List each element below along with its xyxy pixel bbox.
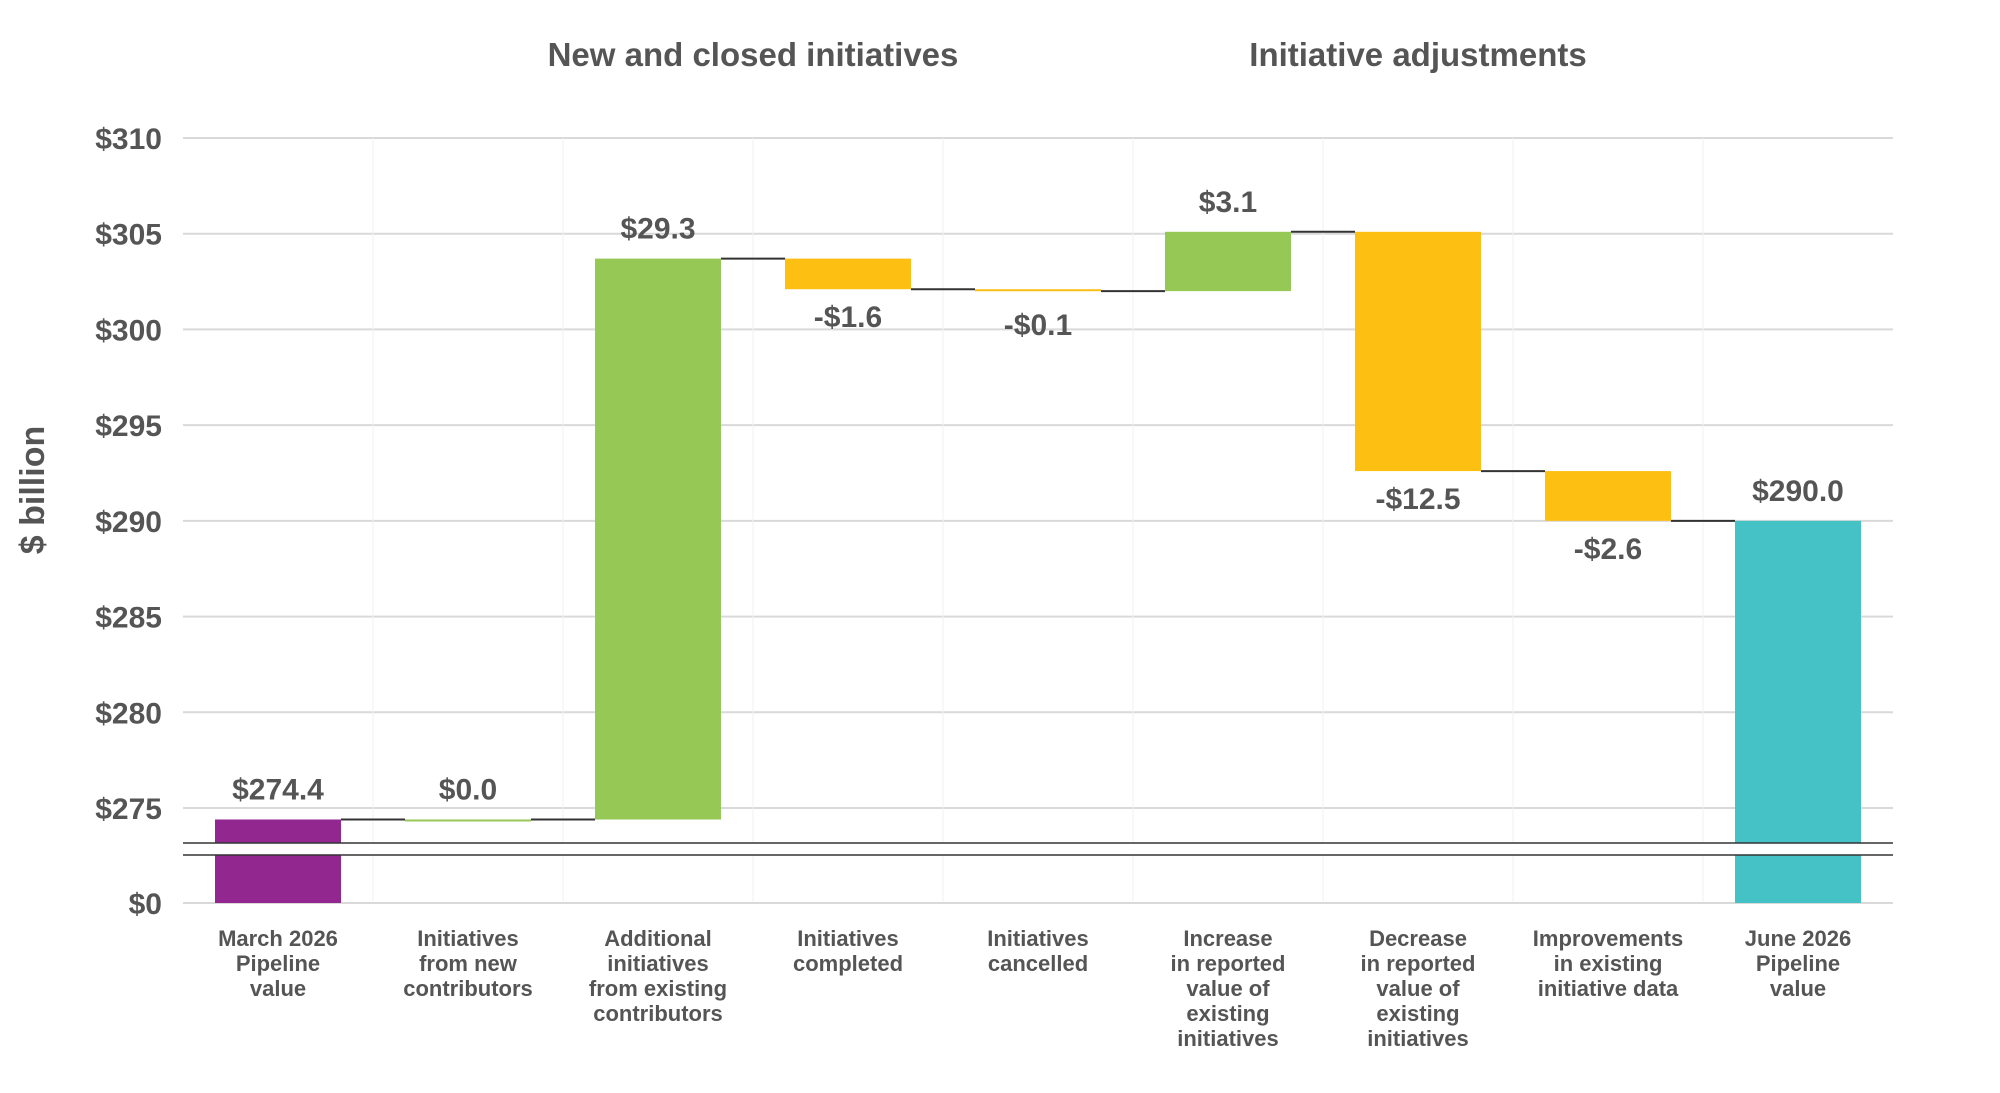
data-label: $290.0	[1752, 475, 1844, 508]
y-axis-label: $ billion	[14, 426, 52, 554]
y-tick-label: $295	[95, 410, 162, 443]
data-label: -$2.6	[1574, 533, 1642, 566]
y-tick-label: $0	[129, 888, 162, 921]
category-label: June 2026 Pipeline value	[1745, 926, 1851, 1001]
data-label: -$1.6	[814, 301, 882, 334]
gridlines	[183, 137, 1893, 904]
bar	[785, 258, 911, 290]
bar	[1735, 520, 1861, 903]
data-labels: $274.4 $0.0 $29.3 -$1.6 -$0.1 $3.1 -$12.5 -$2.6…	[232, 186, 1844, 807]
category-label: Decrease in reported value of existing initi…	[1361, 926, 1476, 1051]
category-label: Initiatives cancelled	[987, 926, 1088, 976]
data-label: $0.0	[439, 773, 497, 806]
data-label: $29.3	[620, 213, 695, 246]
category-label: Initiatives from new contributors	[403, 926, 533, 1001]
y-tick-label: $310	[95, 123, 162, 156]
group-title: New and closed initiatives	[548, 36, 959, 73]
category-label: March 2026 Pipeline value	[218, 926, 338, 1001]
axis-break-gap	[183, 843, 1893, 855]
data-label: $3.1	[1199, 186, 1257, 219]
bar	[1165, 231, 1291, 292]
data-label: -$12.5	[1375, 483, 1460, 516]
connectors	[183, 230, 1893, 856]
y-tick-label: $280	[95, 697, 162, 730]
bar	[1545, 471, 1671, 521]
y-tick-label: $290	[95, 506, 162, 539]
data-label: $274.4	[232, 773, 324, 806]
bars	[215, 231, 1861, 903]
bar	[595, 258, 721, 820]
category-label: Improvements in existing initiative data	[1533, 926, 1683, 1001]
group-title: Initiative adjustments	[1249, 36, 1586, 73]
y-tick-label: $305	[95, 219, 162, 252]
y-tick-label: $285	[95, 602, 162, 635]
group-titles: New and closed initiatives Initiative adj…	[548, 36, 1587, 73]
y-axis-ticks: $310 $305 $300 $295 $290 $285 $280 $275 $0	[95, 123, 162, 921]
bar	[215, 819, 341, 903]
bar	[975, 289, 1101, 292]
bar	[405, 819, 531, 822]
data-label: -$0.1	[1004, 309, 1072, 342]
y-tick-label: $300	[95, 314, 162, 347]
category-label: Increase in reported value of existing initi…	[1171, 926, 1286, 1051]
category-label: Initiatives completed	[793, 926, 903, 976]
bar	[1355, 231, 1481, 472]
category-labels: March 2026 Pipeline value Initiatives from n…	[218, 926, 1851, 1051]
category-label: Additional initiatives from existing contri…	[589, 926, 727, 1026]
y-tick-label: $275	[95, 793, 162, 826]
